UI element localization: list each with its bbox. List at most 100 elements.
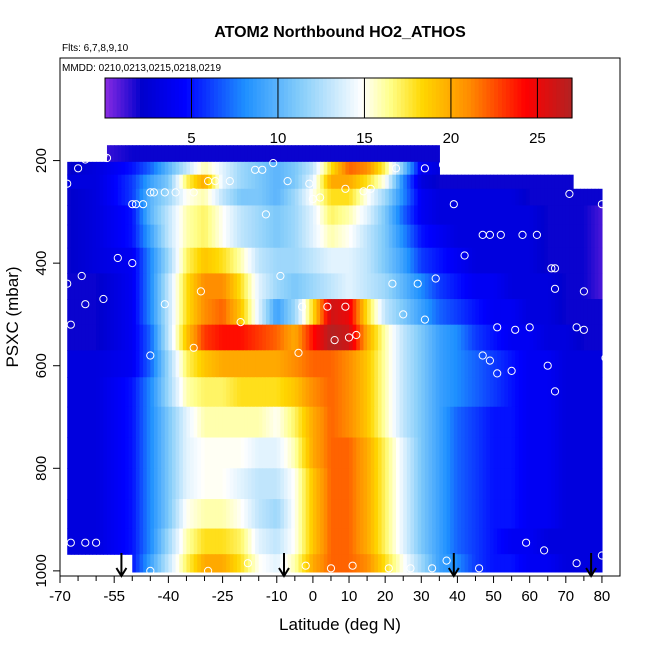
heatmap-cell [403, 437, 408, 469]
heatmap-cell [92, 247, 97, 274]
heatmap-cell [121, 174, 126, 190]
heatmap-cell [106, 247, 112, 274]
heatmap-cell [85, 188, 90, 207]
heatmap-cell [479, 299, 484, 326]
heatmap-cell [208, 174, 213, 190]
heatmap-cell [446, 377, 451, 408]
heatmap-cell [132, 468, 137, 500]
colorbar-swatch [245, 78, 250, 118]
heatmap-cell [110, 499, 115, 530]
heatmap-cell [334, 324, 339, 351]
heatmap-cell [262, 324, 267, 351]
heatmap-cell [385, 324, 390, 351]
heatmap-cell [591, 224, 596, 249]
heatmap-cell [125, 468, 130, 500]
heatmap-cell [128, 437, 133, 469]
heatmap-cell [276, 377, 281, 408]
heatmap-cell [197, 299, 202, 326]
heatmap-band [67, 174, 574, 190]
heatmap-cell [569, 299, 574, 326]
heatmap-cell [70, 350, 76, 378]
heatmap-cell [547, 273, 552, 300]
heatmap-cell [237, 350, 242, 378]
heatmap-cell [547, 468, 552, 500]
heatmap-cell [385, 174, 390, 190]
heatmap-cell [562, 499, 567, 530]
heatmap-cell [146, 437, 151, 469]
heatmap-cell [349, 468, 354, 500]
heatmap-cell [110, 224, 115, 249]
heatmap-cell [544, 205, 549, 226]
heatmap-cell [468, 499, 473, 530]
heatmap-cell [576, 350, 581, 378]
heatmap-cell [551, 188, 556, 207]
heatmap-cell [558, 437, 563, 469]
heatmap-cell [518, 205, 524, 226]
heatmap-cell [471, 437, 477, 469]
heatmap-cell [168, 273, 173, 300]
heatmap-cell [446, 273, 451, 300]
heatmap-cell [302, 188, 307, 207]
heatmap-cell [385, 188, 390, 207]
heatmap-cell [356, 224, 361, 249]
heatmap-cell [377, 468, 383, 500]
heatmap-cell [291, 273, 296, 300]
y-tick-label: 800 [33, 456, 50, 481]
heatmap-cell [475, 499, 480, 530]
heatmap-cell [450, 406, 455, 439]
heatmap-cell [106, 528, 112, 555]
heatmap-cell [172, 174, 177, 190]
heatmap-cell [529, 324, 534, 351]
heatmap-cell [428, 554, 433, 573]
heatmap-cell [237, 324, 242, 351]
heatmap-cell [305, 468, 310, 500]
heatmap-cell [70, 247, 76, 274]
heatmap-cell [486, 205, 491, 226]
heatmap-cell [175, 299, 180, 326]
heatmap-cell [280, 554, 285, 573]
heatmap-cell [370, 324, 375, 351]
heatmap-cell [547, 188, 552, 207]
heatmap-cell [330, 499, 336, 530]
heatmap-cell [258, 205, 263, 226]
heatmap-cell [396, 406, 401, 439]
heatmap-cell [85, 224, 90, 249]
heatmap-cell [381, 174, 386, 190]
heatmap-cell [143, 437, 148, 469]
heatmap-cell [352, 528, 357, 555]
heatmap-cell [396, 299, 401, 326]
heatmap-cell [164, 224, 169, 249]
heatmap-cell [428, 247, 433, 274]
heatmap-cell [88, 247, 94, 274]
heatmap-cell [157, 273, 162, 300]
heatmap-cell [489, 528, 495, 555]
heatmap-cell [200, 437, 206, 469]
heatmap-band [132, 554, 603, 573]
heatmap-cell [338, 406, 343, 439]
heatmap-cell [558, 174, 563, 190]
heatmap-cell [273, 554, 278, 573]
heatmap-cell [591, 554, 596, 573]
heatmap-cell [287, 247, 292, 274]
colorbar-swatch [252, 78, 258, 118]
heatmap-cell [294, 468, 300, 500]
heatmap-cell [294, 145, 300, 163]
colorbar-swatch [163, 78, 168, 118]
heatmap-cell [450, 247, 455, 274]
heatmap-cell [569, 499, 574, 530]
heatmap-cell [334, 174, 339, 190]
heatmap-cell [414, 437, 419, 469]
observation-marker [160, 188, 169, 197]
heatmap-cell [399, 247, 404, 274]
heatmap-cell [128, 528, 133, 555]
heatmap-cell [533, 273, 538, 300]
heatmap-cell [417, 247, 422, 274]
heatmap-cell [381, 299, 386, 326]
heatmap-band [67, 188, 603, 207]
heatmap-cell [547, 528, 552, 555]
heatmap-cell [471, 406, 477, 439]
heatmap-cell [374, 247, 379, 274]
heatmap-cell [193, 299, 198, 326]
heatmap-cell [186, 499, 191, 530]
heatmap-cell [269, 188, 274, 207]
